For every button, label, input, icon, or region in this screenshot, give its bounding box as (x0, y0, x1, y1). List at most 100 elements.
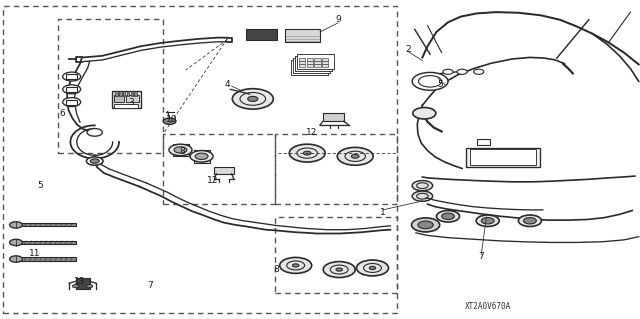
Bar (295, 56, 332, 71)
Bar (477, 139, 490, 145)
Circle shape (436, 211, 460, 222)
Circle shape (292, 264, 299, 267)
Bar (123, 91, 125, 96)
Circle shape (289, 144, 325, 162)
Bar (322, 61, 328, 64)
Circle shape (63, 72, 81, 81)
Bar (127, 91, 129, 96)
Text: 9: 9 (335, 15, 340, 24)
Bar (322, 58, 328, 61)
Bar (131, 91, 133, 96)
Circle shape (412, 191, 433, 201)
Bar (307, 64, 313, 67)
Bar (466, 148, 540, 167)
Circle shape (369, 266, 376, 270)
Bar (115, 91, 118, 96)
Bar (66, 100, 77, 105)
Circle shape (280, 257, 312, 273)
Circle shape (412, 72, 448, 90)
Bar (58, 19, 163, 153)
Text: 12: 12 (207, 176, 219, 185)
Bar (275, 134, 397, 204)
Circle shape (169, 144, 192, 156)
Bar (214, 167, 234, 174)
Bar (307, 58, 313, 61)
Circle shape (303, 151, 311, 155)
Bar (285, 29, 320, 42)
Circle shape (90, 159, 99, 163)
Text: XT2A0V670A: XT2A0V670A (465, 302, 511, 311)
Bar (112, 91, 141, 108)
Bar (18, 223, 76, 226)
Text: 7: 7 (148, 281, 153, 290)
Circle shape (518, 215, 541, 226)
Text: 5: 5 (438, 80, 443, 89)
Bar (134, 91, 137, 96)
Circle shape (413, 108, 436, 119)
Bar (163, 134, 275, 204)
Text: 3: 3 (129, 98, 134, 107)
Circle shape (10, 256, 22, 262)
Circle shape (476, 215, 499, 226)
Circle shape (412, 181, 433, 191)
Bar (119, 91, 122, 96)
Circle shape (412, 218, 440, 232)
Bar (299, 61, 305, 64)
Bar (299, 64, 305, 67)
Circle shape (195, 153, 208, 160)
Text: 8: 8 (180, 147, 185, 156)
Circle shape (337, 147, 373, 165)
Circle shape (63, 98, 81, 107)
Circle shape (442, 213, 454, 219)
Bar (246, 29, 277, 40)
Text: 13: 13 (74, 277, 86, 286)
Circle shape (351, 154, 359, 158)
Bar (126, 95, 139, 102)
Bar (114, 95, 124, 102)
Bar (323, 113, 344, 121)
Circle shape (232, 89, 273, 109)
Circle shape (10, 222, 22, 228)
Circle shape (457, 69, 467, 74)
Circle shape (190, 151, 213, 162)
Bar (470, 149, 536, 165)
Circle shape (86, 285, 93, 288)
Circle shape (474, 69, 484, 74)
Text: 2: 2 (406, 45, 411, 54)
Circle shape (86, 157, 103, 165)
Bar (3, 6, 397, 313)
Bar (307, 61, 313, 64)
Circle shape (418, 221, 433, 229)
Circle shape (87, 129, 102, 136)
Bar (76, 278, 90, 289)
Bar (299, 58, 305, 61)
Circle shape (524, 218, 536, 224)
Bar (322, 64, 328, 67)
Bar (66, 74, 77, 79)
Text: 7: 7 (479, 252, 484, 261)
Circle shape (72, 285, 79, 288)
Bar (293, 58, 330, 73)
Text: 5: 5 (37, 181, 42, 189)
Circle shape (323, 262, 355, 278)
Text: 12: 12 (306, 128, 317, 137)
Text: 10: 10 (166, 115, 177, 124)
Circle shape (10, 239, 22, 246)
Text: 1: 1 (380, 208, 385, 217)
Bar (194, 150, 210, 163)
Bar (291, 60, 328, 75)
Circle shape (481, 218, 494, 224)
Circle shape (419, 76, 442, 87)
Circle shape (443, 69, 453, 74)
Circle shape (336, 268, 342, 271)
Bar (297, 54, 334, 69)
Circle shape (174, 147, 187, 153)
Text: 4: 4 (225, 80, 230, 89)
Bar (275, 217, 397, 293)
Circle shape (163, 118, 176, 124)
Text: 6: 6 (60, 109, 65, 118)
Circle shape (248, 96, 258, 101)
Text: 8: 8 (274, 265, 279, 274)
Bar (314, 61, 321, 64)
Bar (66, 87, 77, 92)
